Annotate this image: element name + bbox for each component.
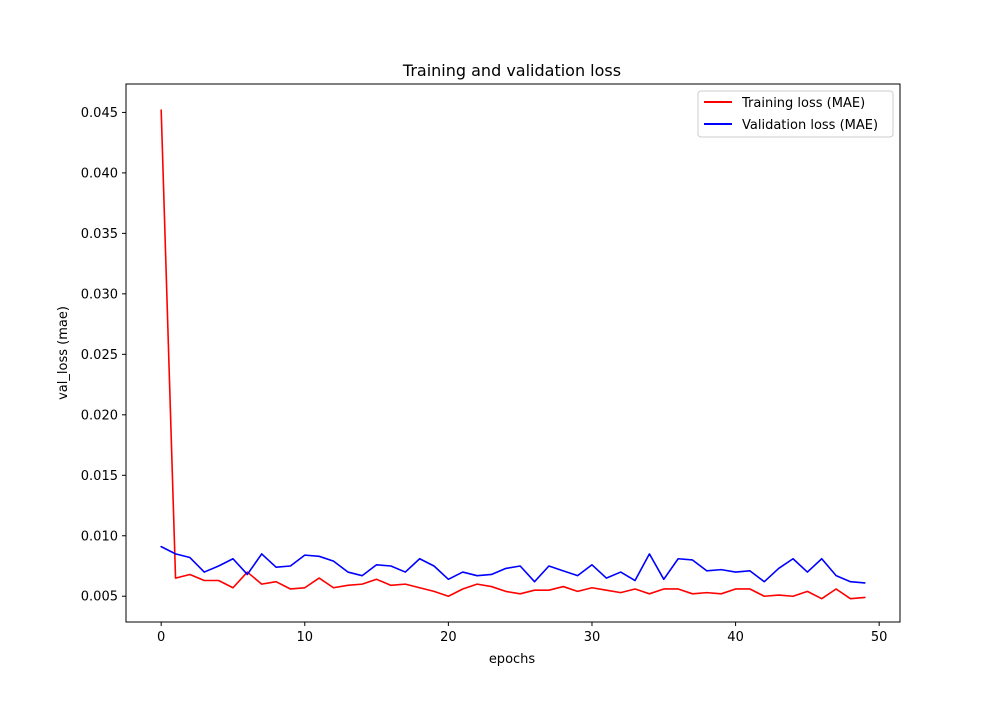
y-tick-label: 0.030 [81, 287, 118, 302]
validation-loss-line [160, 545, 866, 584]
y-tick-label: 0.035 [81, 227, 118, 242]
y-axis-ticks: 0.005 0.010 0.015 0.020 0.025 0.030 0.035 0.040… [81, 106, 126, 605]
y-tick-label: 0.020 [81, 408, 118, 423]
y-tick-label: 0.005 [81, 590, 118, 605]
x-tick-label: 40 [727, 630, 744, 645]
plot-frame [125, 83, 901, 623]
x-tick-label: 10 [297, 630, 314, 645]
x-tick-label: 30 [584, 630, 601, 645]
x-axis-ticks: 0 10 20 30 40 50 [157, 622, 887, 645]
y-tick-label: 0.010 [81, 529, 118, 544]
legend-label-training: Training loss (MAE) [741, 96, 865, 111]
series-layer [160, 109, 866, 600]
legend: Training loss (MAE) Validation loss (MAE… [697, 90, 894, 138]
x-tick-label: 20 [440, 630, 457, 645]
x-axis-label: epochs [489, 652, 536, 667]
x-tick-label: 0 [157, 630, 165, 645]
y-tick-label: 0.040 [81, 166, 118, 181]
chart-title: Training and validation loss [402, 61, 621, 80]
legend-label-validation: Validation loss (MAE) [742, 118, 878, 133]
y-tick-label: 0.045 [81, 106, 118, 121]
y-tick-label: 0.025 [81, 348, 118, 363]
x-tick-label: 50 [871, 630, 888, 645]
legend-box [697, 90, 894, 138]
y-axis-label: val_loss (mae) [56, 306, 71, 400]
training-loss-line [160, 109, 866, 600]
y-tick-label: 0.015 [81, 469, 118, 484]
